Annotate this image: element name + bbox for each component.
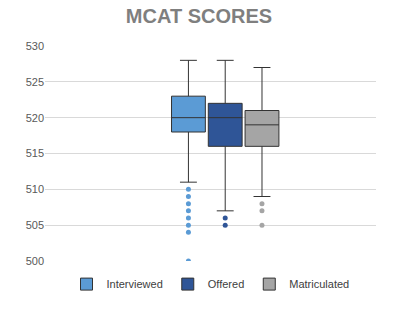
svg-text:510: 510 [26, 183, 44, 195]
svg-text:505: 505 [26, 219, 44, 231]
svg-text:530: 530 [26, 40, 44, 52]
svg-text:500: 500 [26, 255, 44, 267]
svg-text:525: 525 [26, 76, 44, 88]
svg-text:Interviewed: Interviewed [107, 278, 163, 290]
svg-text:Offered: Offered [208, 278, 245, 290]
svg-text:MCAT SCORES: MCAT SCORES [126, 5, 272, 27]
svg-text:520: 520 [26, 112, 44, 124]
svg-text:Matriculated: Matriculated [289, 278, 349, 290]
svg-text:515: 515 [26, 147, 44, 159]
